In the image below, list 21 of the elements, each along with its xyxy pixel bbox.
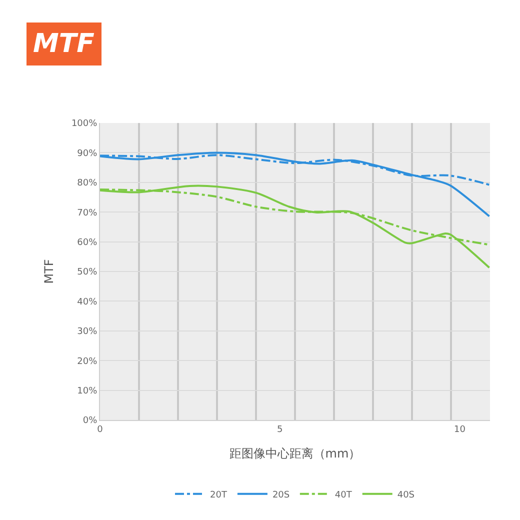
x-tick-label: 10 — [454, 424, 466, 435]
y-tick-label: 10% — [77, 386, 98, 396]
legend-label: 20T — [210, 490, 228, 500]
legend-label: 40T — [334, 490, 352, 500]
legend-label: 20S — [272, 490, 290, 500]
y-tick-label: 0% — [82, 416, 98, 426]
y-tick-label: 50% — [77, 268, 98, 278]
y-tick-label: 90% — [77, 148, 98, 159]
x-tick-label: 5 — [277, 424, 283, 435]
x-axis-title: 距图像中心距离（mm） — [229, 446, 361, 461]
y-tick-label: 40% — [77, 297, 98, 308]
y-tick-label: 80% — [77, 178, 98, 189]
y-axis-title: MTF — [42, 259, 56, 284]
x-tick-label: 0 — [97, 424, 104, 435]
y-tick-label: 100% — [71, 119, 98, 130]
y-tick-label: 70% — [77, 208, 98, 218]
y-tick-label: 60% — [77, 238, 98, 248]
chart-title: MTF — [33, 29, 95, 59]
legend-label: 40S — [397, 490, 415, 500]
y-tick-label: 20% — [77, 356, 98, 367]
y-tick-label: 30% — [77, 327, 98, 338]
